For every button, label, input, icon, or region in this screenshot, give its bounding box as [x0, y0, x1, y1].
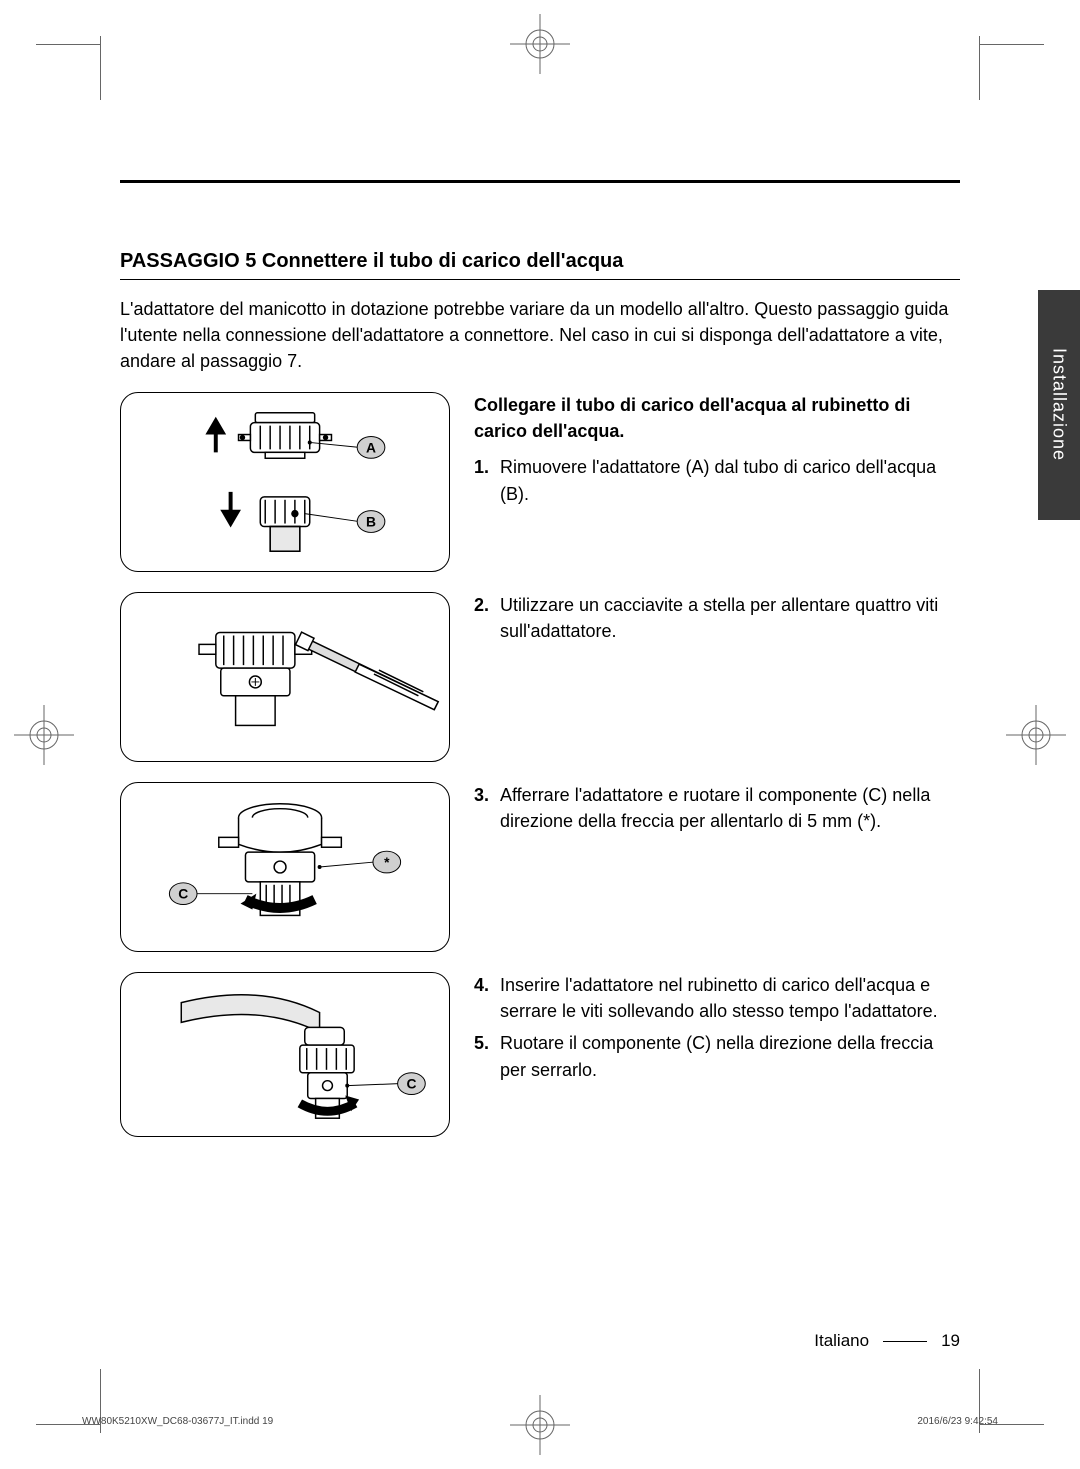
label-c: C [178, 886, 188, 902]
step-number: 4. [474, 972, 500, 1024]
header-rule [120, 180, 960, 183]
footer-page-number: 19 [941, 1331, 960, 1351]
print-filename: WW80K5210XW_DC68-03677J_IT.indd 19 [82, 1416, 273, 1427]
label-star: * [384, 854, 390, 870]
step-number: 3. [474, 782, 500, 834]
footer-rule [883, 1341, 927, 1342]
section-tab: Installazione [1038, 290, 1080, 520]
figure-attach-tap: C [120, 972, 450, 1137]
substep-heading: Collegare il tubo di carico dell'acqua a… [474, 392, 960, 444]
step-item: 4. Inserire l'adattatore nel rubinetto d… [474, 972, 960, 1024]
instruction-row: * C 3. Afferrare l'adattatore e ruotare … [120, 782, 960, 952]
page-footer: Italiano 19 [814, 1331, 960, 1351]
step-text: Ruotare il componente (C) nella direzion… [500, 1030, 960, 1082]
step-text: Afferrare l'adattatore e ruotare il comp… [500, 782, 960, 834]
instruction-row: 2. Utilizzare un cacciavite a stella per… [120, 592, 960, 762]
step-item: 1. Rimuovere l'adattatore (A) dal tubo d… [474, 454, 960, 506]
crop-mark [100, 36, 101, 100]
step-number: 5. [474, 1030, 500, 1082]
step-number: 2. [474, 592, 500, 644]
footer-language: Italiano [814, 1331, 869, 1351]
step-item: 2. Utilizzare un cacciavite a stella per… [474, 592, 960, 644]
label-b: B [366, 514, 376, 530]
step-item: 3. Afferrare l'adattatore e ruotare il c… [474, 782, 960, 834]
step-title: PASSAGGIO 5 Connettere il tubo di carico… [120, 250, 960, 280]
crop-mark [980, 44, 1044, 45]
step-text: Utilizzare un cacciavite a stella per al… [500, 592, 960, 644]
figure-adaptor-separation: A B [120, 392, 450, 572]
print-timestamp: 2016/6/23 9:42:54 [917, 1416, 998, 1427]
registration-mark-icon [510, 14, 570, 74]
instruction-row: A B Collegare il tubo di carico dell'acq… [120, 392, 960, 572]
step-text: Rimuovere l'adattatore (A) dal tubo di c… [500, 454, 960, 506]
crop-mark [979, 36, 980, 100]
print-metadata: WW80K5210XW_DC68-03677J_IT.indd 19 2016/… [82, 1416, 998, 1427]
label-c: C [406, 1076, 416, 1092]
registration-mark-icon [1006, 705, 1066, 765]
label-a: A [366, 440, 376, 456]
page-frame: PASSAGGIO 5 Connettere il tubo di carico… [100, 100, 980, 1369]
registration-mark-icon [14, 705, 74, 765]
intro-paragraph: L'adattatore del manicotto in dotazione … [120, 296, 960, 374]
step-item: 5. Ruotare il componente (C) nella direz… [474, 1030, 960, 1082]
figure-rotate-adaptor: * C [120, 782, 450, 952]
crop-mark [36, 44, 100, 45]
figure-screwdriver [120, 592, 450, 762]
step-number: 1. [474, 454, 500, 506]
instruction-row: C 4. Inserire l'adattatore nel rubinetto… [120, 972, 960, 1137]
step-text: Inserire l'adattatore nel rubinetto di c… [500, 972, 960, 1024]
